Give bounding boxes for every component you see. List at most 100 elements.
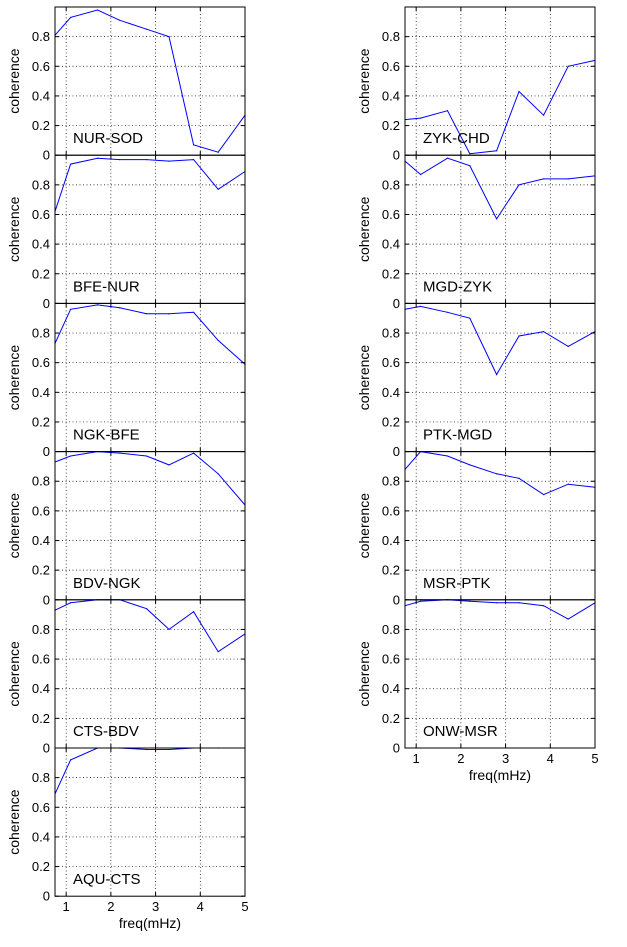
series-line — [54, 304, 246, 365]
data-point — [496, 218, 498, 220]
data-point — [542, 330, 545, 333]
data-point — [96, 304, 99, 306]
y-tick-label: 0 — [393, 592, 400, 607]
data-point — [496, 473, 498, 475]
y-tick-label: 0.6 — [382, 59, 400, 74]
axes-box — [54, 747, 246, 897]
y-tick-label: 0.4 — [382, 385, 400, 400]
data-point — [567, 178, 569, 180]
y-tick-label: 0.6 — [32, 503, 50, 518]
y-tick-label: 0 — [43, 296, 50, 311]
y-tick-label: 0.8 — [382, 29, 400, 44]
data-point — [542, 178, 545, 180]
data-point — [446, 110, 449, 112]
y-tick-label: 0.8 — [32, 29, 50, 44]
panel-label: NUR-SOD — [73, 130, 143, 147]
y-tick-label: 0.8 — [32, 770, 50, 785]
y-axis-label: coherence — [6, 196, 22, 262]
y-tick-label: 0.2 — [32, 711, 50, 726]
data-point — [518, 184, 520, 186]
data-point — [496, 602, 498, 604]
panel-label: ZYK-CHD — [423, 130, 490, 147]
chart-panel: 0 0.2 0.4 0.6 0.8 coherence MSR-PTK — [356, 451, 596, 607]
series-line — [404, 305, 596, 376]
y-tick-label: 0.8 — [32, 177, 50, 192]
x-tick-label: 4 — [197, 899, 204, 914]
data-point — [192, 311, 195, 313]
data-point — [217, 151, 219, 153]
data-point — [542, 493, 545, 496]
data-point — [469, 317, 471, 319]
chart-panel: 0 0.2 0.4 0.6 0.8 coherence MGD-ZYK — [356, 154, 596, 311]
series-line — [404, 451, 596, 496]
y-tick-label: 0.6 — [32, 652, 50, 667]
y-tick-label: 0.8 — [382, 326, 400, 341]
y-axis-label: coherence — [6, 493, 22, 559]
data-point — [217, 339, 219, 342]
y-tick-label: 0.4 — [32, 88, 50, 103]
y-tick-label: 0.4 — [32, 237, 50, 252]
y-tick-label: 0.4 — [382, 88, 400, 103]
x-tick-label: 2 — [107, 899, 114, 914]
data-point — [420, 117, 422, 119]
x-tick-label: 4 — [547, 751, 554, 766]
y-tick-label: 0.4 — [32, 829, 50, 844]
y-tick-label: 0.2 — [382, 563, 400, 578]
x-axis-label: freq(mHz) — [469, 767, 531, 783]
y-tick-label: 0.2 — [32, 859, 50, 874]
data-point — [192, 159, 195, 161]
data-point — [168, 628, 170, 631]
y-axis-label: coherence — [6, 48, 22, 114]
y-tick-label: 0.4 — [32, 533, 50, 548]
data-point — [146, 159, 148, 161]
panel-label: NGK-BFE — [73, 427, 140, 444]
data-point — [542, 114, 545, 116]
data-point — [496, 150, 498, 152]
data-point — [119, 452, 121, 454]
y-tick-label: 0.4 — [382, 237, 400, 252]
y-tick-label: 0.8 — [382, 474, 400, 489]
y-tick-label: 0.6 — [382, 503, 400, 518]
data-point — [168, 464, 170, 466]
y-axis-label: coherence — [356, 48, 372, 114]
data-point — [567, 345, 569, 347]
y-tick-label: 0.2 — [382, 266, 400, 281]
data-point — [168, 313, 170, 315]
y-tick-label: 0 — [43, 148, 50, 163]
panel-label: BDV-NGK — [73, 575, 141, 592]
data-point — [146, 748, 148, 751]
y-axis-label: coherence — [6, 345, 22, 411]
y-axis-label: coherence — [356, 345, 372, 411]
panel-label: AQU-CTS — [73, 871, 141, 888]
data-point — [567, 483, 569, 485]
x-tick-label: 5 — [591, 751, 598, 766]
y-tick-label: 0.6 — [382, 207, 400, 222]
panel-label: ONW-MSR — [423, 723, 498, 740]
y-tick-label: 0.6 — [32, 207, 50, 222]
y-tick-label: 0.8 — [32, 474, 50, 489]
data-point — [518, 335, 520, 337]
data-point — [542, 605, 545, 607]
series-line — [54, 747, 245, 795]
y-tick-label: 0.6 — [382, 652, 400, 667]
data-point — [70, 16, 72, 18]
data-point — [567, 65, 569, 67]
axes-box — [404, 599, 596, 749]
data-point — [168, 160, 170, 162]
y-tick-label: 0.2 — [32, 118, 50, 133]
data-point — [420, 173, 422, 176]
data-point — [119, 159, 121, 161]
data-point — [217, 651, 219, 653]
series-line — [404, 599, 596, 620]
series-line — [404, 157, 596, 220]
data-point — [192, 144, 195, 146]
data-point — [146, 608, 148, 610]
y-axis-label: coherence — [356, 493, 372, 559]
data-point — [146, 455, 148, 457]
data-point — [469, 600, 471, 602]
x-tick-label: 3 — [152, 899, 159, 914]
data-point — [70, 602, 72, 604]
y-tick-label: 0.2 — [32, 563, 50, 578]
